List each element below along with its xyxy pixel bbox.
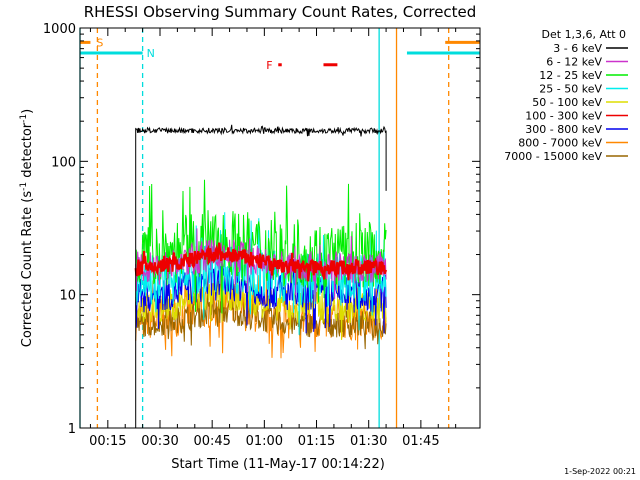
x-tick-label-3: 01:00 (246, 434, 283, 449)
legend-label-4: 50 - 100 keV (532, 96, 602, 109)
chart-title: RHESSI Observing Summary Count Rates, Co… (84, 3, 477, 21)
legend-label-8: 7000 - 15000 keV (504, 150, 602, 163)
legend-label-7: 800 - 7000 keV (518, 137, 602, 150)
legend-label-3: 25 - 50 keV (539, 83, 602, 96)
y-tick-label-3: 1000 (43, 22, 76, 37)
x-tick-label-2: 00:45 (193, 434, 230, 449)
flag-bars: S N F (80, 36, 480, 72)
y-tick-label-1: 10 (59, 289, 76, 304)
x-tick-label-6: 01:45 (402, 434, 439, 449)
plot-frame (79, 27, 481, 429)
footer-date: 1-Sep-2022 00:21 (564, 467, 636, 476)
x-axis-ticks: 00:15 00:30 00:45 01:00 01:15 01:30 01:45 (89, 28, 457, 449)
series-0 (135, 124, 387, 428)
flag-label-1: N (147, 47, 155, 60)
flag-label-0: S (96, 36, 103, 49)
series-8 (135, 284, 387, 350)
x-tick-label-5: 01:30 (350, 434, 387, 449)
legend-label-1: 6 - 12 keV (546, 56, 602, 69)
x-axis-label: Start Time (11-May-17 00:14:22) (171, 457, 385, 472)
legend-label-0: 3 - 6 keV (553, 42, 602, 55)
legend-label-5: 100 - 300 keV (525, 110, 602, 123)
legend-header: Det 1,3,6, Att 0 (542, 28, 626, 41)
x-tick-label-0: 00:15 (89, 434, 126, 449)
y-axis-label: Corrected Count Rate (s-1 detector-1) (19, 109, 35, 347)
flag-label-2: F (266, 59, 272, 72)
y-tick-label-0: 1 (68, 422, 76, 437)
x-tick-label-4: 01:15 (298, 434, 335, 449)
series-5 (134, 242, 388, 282)
series-lines (134, 124, 388, 428)
legend-label-2: 12 - 25 keV (539, 69, 602, 82)
y-tick-label-2: 100 (51, 155, 76, 170)
legend-label-6: 300 - 800 keV (525, 123, 602, 136)
x-tick-label-1: 00:30 (141, 434, 178, 449)
y-axis-ticks: 1 10 100 1000 (43, 22, 480, 437)
series-6 (135, 246, 387, 334)
